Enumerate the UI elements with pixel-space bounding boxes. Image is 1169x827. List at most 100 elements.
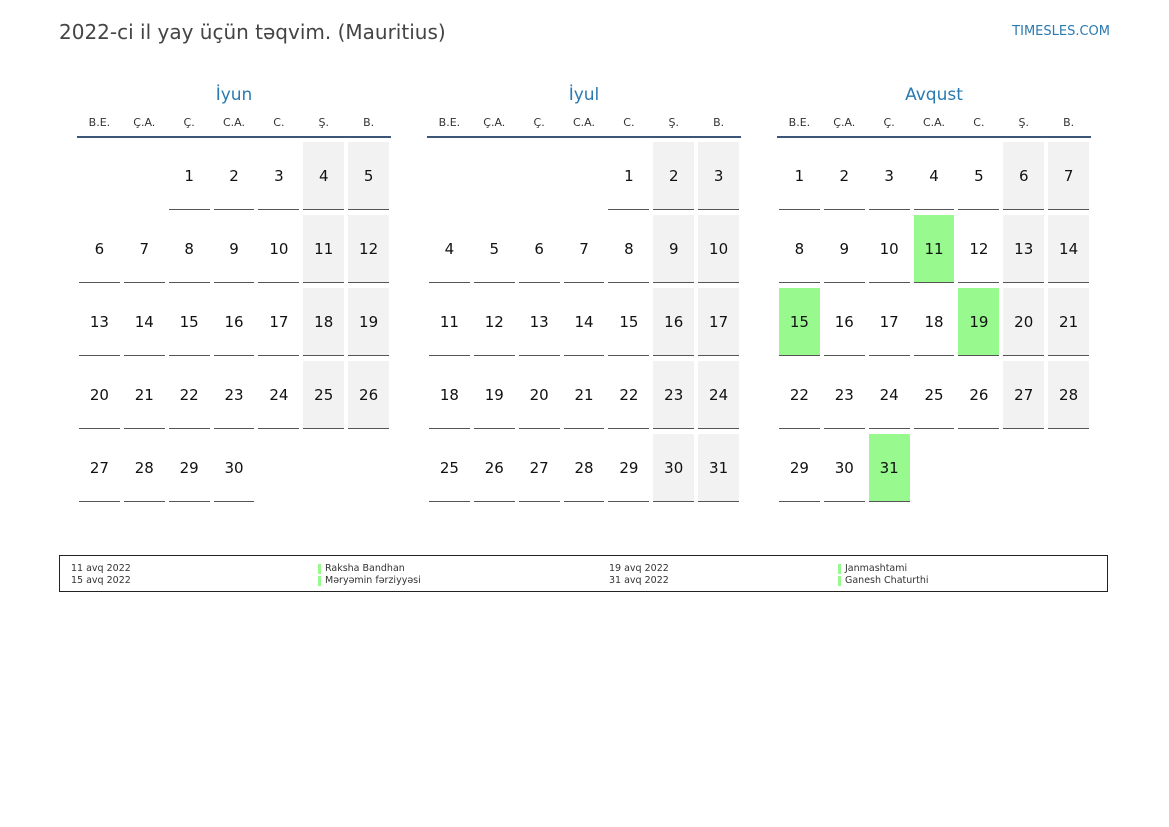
- day-cell: 5: [958, 142, 1000, 210]
- day-cell: 3: [868, 142, 910, 210]
- week-row: 27 28 29 30: [77, 434, 391, 503]
- empty-day-cell: [124, 142, 165, 209]
- day-cell: 8: [608, 215, 650, 283]
- day-cell: 26: [348, 361, 390, 429]
- empty-day-cell: [258, 434, 299, 501]
- day-cell: 3: [258, 142, 300, 210]
- empty-day-cell: [474, 142, 515, 209]
- day-cell: 9: [213, 215, 255, 283]
- day-cell: 23: [653, 361, 695, 429]
- day-cell: 17: [258, 288, 300, 356]
- weekday-label: Ş.: [318, 115, 329, 129]
- week-row: 18 19 20 21 22 23 24: [427, 361, 741, 430]
- legend-holiday-name: Ganesh Chaturthi: [838, 575, 929, 587]
- day-cell: 19: [958, 288, 1000, 356]
- weekday-header-row: B.E. Ç.A. Ç. C.A. C. Ş. B.: [777, 108, 1091, 138]
- day-cell: 1: [779, 142, 820, 210]
- day-cell: 1: [168, 142, 210, 210]
- weekday-label: Ç.: [883, 115, 895, 129]
- empty-day-cell: [914, 434, 955, 501]
- weekday-label: B.E.: [438, 115, 461, 129]
- day-cell: 28: [1048, 361, 1090, 429]
- day-cell: 19: [348, 288, 390, 356]
- empty-day-cell: [564, 142, 605, 209]
- day-cell: 6: [79, 215, 120, 283]
- day-cell: 2: [653, 142, 695, 210]
- day-cell: 12: [348, 215, 390, 283]
- empty-day-cell: [79, 142, 120, 209]
- day-cell: 11: [429, 288, 470, 356]
- day-cell: 10: [258, 215, 300, 283]
- legend-holiday-name: Raksha Bandhan: [318, 563, 405, 575]
- day-cell: 23: [213, 361, 255, 429]
- week-row: 8 9 10 11 12 13 14: [777, 215, 1091, 284]
- day-cell: 2: [823, 142, 865, 210]
- day-cell: 7: [123, 215, 165, 283]
- day-cell: 22: [168, 361, 210, 429]
- week-row: 22 23 24 25 26 27 28: [777, 361, 1091, 430]
- legend-holiday-label: Janmashtami: [845, 563, 908, 574]
- day-cell: 22: [779, 361, 820, 429]
- day-cell: 14: [563, 288, 605, 356]
- day-cell: 21: [1048, 288, 1090, 356]
- day-cell: 30: [653, 434, 695, 502]
- weekday-label: Ç.: [183, 115, 195, 129]
- day-cell: 21: [123, 361, 165, 429]
- day-cell: 4: [303, 142, 345, 210]
- legend-holiday-label: Məryəmin fərziyyəsi: [325, 575, 421, 586]
- day-cell: 15: [608, 288, 650, 356]
- month-calendar: İyun B.E. Ç.A. Ç. C.A. C. Ş. B. 1 2 3 4 5 6 7 8 9 10 11 12 1…: [77, 84, 391, 503]
- day-cell: 28: [563, 434, 605, 502]
- weekday-header-row: B.E. Ç.A. Ç. C.A. C. Ş. B.: [77, 108, 391, 138]
- day-cell: 13: [1003, 215, 1045, 283]
- day-cell: 19: [473, 361, 515, 429]
- weekday-label: Ş.: [668, 115, 679, 129]
- weekday-label: Ç.A.: [483, 115, 506, 129]
- legend-date: 11 avq 2022: [71, 563, 131, 574]
- legend-holiday-name: Məryəmin fərziyyəsi: [318, 575, 421, 587]
- day-cell: 4: [429, 215, 470, 283]
- day-cell: 20: [79, 361, 120, 429]
- month-title: Avqust: [905, 85, 963, 105]
- day-cell: 16: [823, 288, 865, 356]
- weekday-label: C.: [273, 115, 285, 129]
- week-row: 20 21 22 23 24 25 26: [77, 361, 391, 430]
- day-cell: 17: [698, 288, 740, 356]
- weekday-header-row: B.E. Ç.A. Ç. C.A. C. Ş. B.: [427, 108, 741, 138]
- day-cell: 27: [1003, 361, 1045, 429]
- day-cell: 7: [563, 215, 605, 283]
- empty-day-cell: [303, 434, 344, 501]
- day-cell: 17: [868, 288, 910, 356]
- day-cell: 15: [168, 288, 210, 356]
- legend-date: 31 avq 2022: [609, 575, 669, 586]
- day-cell: 14: [123, 288, 165, 356]
- day-cell: 22: [608, 361, 650, 429]
- day-cell: 14: [1048, 215, 1090, 283]
- day-cell: 31: [698, 434, 740, 502]
- day-cell: 27: [79, 434, 120, 502]
- holiday-marker: [838, 576, 841, 586]
- day-cell: 8: [168, 215, 210, 283]
- legend-date: 15 avq 2022: [71, 575, 131, 586]
- day-cell: 13: [79, 288, 120, 356]
- day-cell: 20: [1003, 288, 1045, 356]
- day-cell: 25: [429, 434, 470, 502]
- weekday-label: Ç.A.: [133, 115, 156, 129]
- day-cell: 6: [518, 215, 560, 283]
- day-cell: 15: [779, 288, 820, 356]
- day-cell: 30: [213, 434, 255, 502]
- day-cell: 4: [913, 142, 955, 210]
- month-title: İyul: [568, 85, 600, 105]
- day-cell: 13: [518, 288, 560, 356]
- day-cell: 25: [913, 361, 955, 429]
- day-cell: 26: [958, 361, 1000, 429]
- weekday-label: C.A.: [923, 115, 946, 129]
- site-link[interactable]: TIMESLES.COM: [1012, 24, 1110, 39]
- empty-day-cell: [429, 142, 470, 209]
- empty-day-cell: [958, 434, 999, 501]
- weekday-label: B.: [713, 115, 725, 129]
- day-cell: 18: [429, 361, 470, 429]
- week-row: 6 7 8 9 10 11 12: [77, 215, 391, 284]
